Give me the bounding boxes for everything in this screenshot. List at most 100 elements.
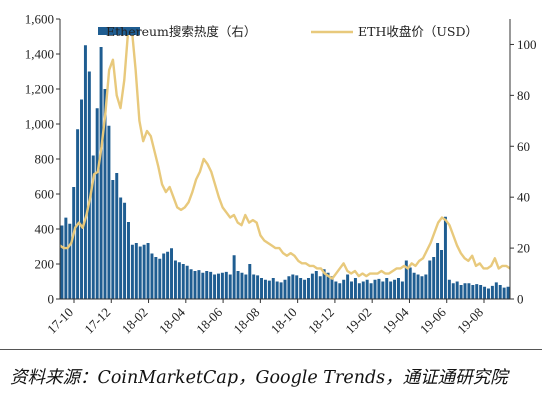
bar: [490, 285, 494, 300]
bar: [170, 248, 173, 299]
x-tick-label: 19-02: [342, 305, 374, 337]
bar: [306, 278, 310, 299]
y-right-tick-label: 20: [517, 241, 530, 256]
bar: [318, 276, 322, 299]
bar: [138, 246, 142, 299]
bar: [158, 258, 162, 299]
bar: [279, 282, 283, 300]
bar: [494, 282, 498, 300]
y-right-tick-label: 0: [517, 292, 524, 307]
x-tick-label: 18-12: [305, 305, 337, 337]
bar: [236, 271, 240, 299]
bar: [220, 272, 224, 299]
bar: [459, 285, 463, 299]
chart: 0 200 400 600 800 1,000 1,200 1,400 1,600 0 20 40 60…: [25, 12, 537, 337]
bar: [342, 279, 346, 299]
bar: [107, 125, 111, 299]
bar: [232, 255, 236, 299]
bar: [373, 279, 377, 299]
bar: [287, 276, 291, 299]
bar: [432, 257, 436, 299]
bar: [130, 244, 134, 299]
bar: [314, 271, 318, 299]
bar-series: [60, 45, 510, 300]
bar: [99, 47, 103, 299]
legend-label-price: ETH收盘价（USD）: [358, 24, 478, 39]
bar: [115, 173, 119, 299]
bar: [213, 274, 217, 299]
bar: [436, 243, 440, 299]
bar: [291, 274, 295, 299]
bar: [193, 271, 197, 299]
bar: [228, 274, 232, 299]
bar: [216, 273, 220, 300]
bar: [412, 272, 416, 299]
x-tick-label: 18-08: [230, 305, 262, 337]
source-note: 资料来源：CoinMarketCap，Google Trends，通证通研究院: [10, 368, 508, 388]
bar: [256, 275, 260, 300]
bar: [369, 283, 373, 299]
bar: [471, 285, 475, 299]
bar: [377, 278, 381, 300]
bar: [334, 281, 338, 299]
bar: [361, 281, 365, 299]
bar: [83, 45, 87, 299]
bar: [353, 278, 357, 299]
y-left-tick-label: 1,000: [25, 117, 54, 132]
bar: [126, 222, 130, 299]
bar: [486, 288, 490, 299]
bar: [338, 283, 342, 299]
bar: [123, 202, 127, 299]
y-left-tick-label: 400: [35, 222, 55, 237]
y-left-tick-label: 600: [35, 187, 55, 202]
x-tick-label: 17-12: [81, 305, 113, 337]
x-tick-label: 19-04: [380, 304, 412, 336]
bar: [189, 269, 193, 299]
legend-label-search: Ethereum搜索热度（右）: [106, 24, 256, 39]
bar: [252, 274, 256, 299]
bar: [416, 274, 420, 299]
bar: [260, 278, 263, 299]
bar: [111, 180, 115, 299]
bar: [177, 262, 181, 299]
bar: [303, 279, 307, 299]
bar: [365, 279, 369, 299]
bar: [393, 279, 397, 299]
bar: [330, 276, 334, 299]
bar: [479, 285, 483, 299]
bar: [381, 281, 385, 299]
bar: [467, 283, 471, 299]
bar: [440, 250, 443, 299]
y-left-tick-label: 1,600: [25, 12, 54, 27]
bar: [299, 278, 303, 299]
y-left-tick-label: 1,200: [25, 82, 54, 97]
bar: [455, 281, 459, 299]
y-right-tick-label: 80: [517, 88, 530, 103]
bar: [134, 243, 138, 299]
y-right-tick-label: 40: [517, 190, 530, 205]
bar: [498, 285, 502, 299]
bar: [205, 271, 209, 299]
x-tick-label: 19-08: [454, 305, 486, 337]
bar: [396, 278, 400, 299]
bar: [451, 283, 455, 299]
bar: [181, 264, 185, 299]
y-left-tick-label: 0: [48, 292, 55, 307]
bar: [424, 274, 428, 299]
bar: [60, 225, 64, 299]
y-right-tick-label: 60: [517, 139, 530, 154]
bar: [408, 267, 412, 299]
legend: Ethereum搜索热度（右） ETH收盘价（USD）: [98, 24, 478, 39]
bar: [447, 279, 451, 299]
bar: [483, 286, 487, 299]
bar: [248, 264, 252, 299]
bar: [502, 287, 506, 300]
bar: [64, 217, 68, 300]
x-tick-label: 17-10: [44, 305, 76, 337]
bar: [275, 281, 279, 299]
bar: [224, 271, 228, 300]
bar: [357, 283, 361, 299]
bar: [295, 275, 299, 300]
bar: [146, 243, 150, 299]
bar: [267, 280, 271, 300]
